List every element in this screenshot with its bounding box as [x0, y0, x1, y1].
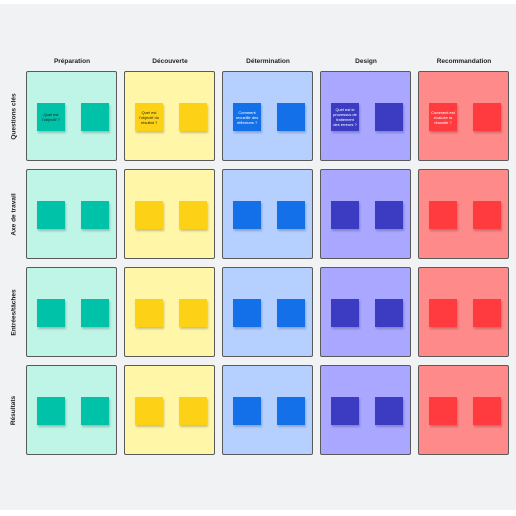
- frame-cell[interactable]: [124, 365, 215, 455]
- sticky-note[interactable]: [375, 201, 403, 229]
- frame-cell[interactable]: [320, 169, 411, 259]
- sticky-note[interactable]: [233, 299, 261, 327]
- frame-cell[interactable]: [26, 365, 117, 455]
- sticky-note[interactable]: [473, 201, 501, 229]
- sticky-note-question[interactable]: Quel est l'objectif du résultat ?: [135, 103, 163, 131]
- frame-cell[interactable]: [26, 169, 117, 259]
- sticky-note[interactable]: [277, 299, 305, 327]
- frame-cell[interactable]: [320, 267, 411, 357]
- sticky-note[interactable]: [429, 397, 457, 425]
- sticky-note[interactable]: [179, 299, 207, 327]
- sticky-note[interactable]: [81, 299, 109, 327]
- row-header-4: Résultats: [0, 365, 28, 455]
- column-header-2: Découverte: [152, 58, 188, 65]
- frame-cell[interactable]: [320, 365, 411, 455]
- sticky-note[interactable]: [135, 201, 163, 229]
- frame-cell[interactable]: [124, 169, 215, 259]
- row-header-1: Questions clés: [0, 71, 28, 161]
- sticky-note[interactable]: [277, 103, 305, 131]
- row-header-label: Résultats: [10, 395, 18, 425]
- sticky-note[interactable]: [37, 201, 65, 229]
- sticky-note[interactable]: [81, 201, 109, 229]
- sticky-note[interactable]: [233, 201, 261, 229]
- sticky-note[interactable]: [233, 397, 261, 425]
- frame-cell[interactable]: Comment recueillir des réflexions ?: [222, 71, 313, 161]
- sticky-note[interactable]: [473, 397, 501, 425]
- frame-cell[interactable]: Quel est l'objectif du résultat ?: [124, 71, 215, 161]
- sticky-note-question[interactable]: Comment recueillir des réflexions ?: [233, 103, 261, 131]
- row-header-2: Axe de travail: [0, 169, 28, 259]
- sticky-note[interactable]: [429, 299, 457, 327]
- frame-cell[interactable]: [222, 365, 313, 455]
- sticky-note[interactable]: [331, 299, 359, 327]
- sticky-note[interactable]: [37, 299, 65, 327]
- sticky-note[interactable]: [37, 397, 65, 425]
- row-header-3: Entrées/tâches: [0, 267, 28, 357]
- sticky-note[interactable]: [331, 397, 359, 425]
- sticky-note[interactable]: [331, 201, 359, 229]
- frame-cell[interactable]: Comment est évaluée la réussite ?: [418, 71, 509, 161]
- sticky-note[interactable]: [473, 299, 501, 327]
- column-header-5: Recommandation: [436, 58, 492, 65]
- sticky-note[interactable]: [375, 103, 403, 131]
- sticky-note[interactable]: [429, 201, 457, 229]
- sticky-note[interactable]: [179, 103, 207, 131]
- sticky-note[interactable]: [135, 397, 163, 425]
- sticky-note[interactable]: [277, 201, 305, 229]
- row-header-label: Axe de travail: [10, 192, 18, 236]
- sticky-note[interactable]: [81, 103, 109, 131]
- sticky-note[interactable]: [375, 299, 403, 327]
- sticky-note[interactable]: [179, 397, 207, 425]
- frame-cell[interactable]: [418, 365, 509, 455]
- frame-cell[interactable]: Quel est le processus de traitement des …: [320, 71, 411, 161]
- row-header-label: Questions clés: [10, 92, 18, 140]
- frame-cell[interactable]: [222, 267, 313, 357]
- frame-cell[interactable]: [26, 267, 117, 357]
- sticky-note-question[interactable]: Quel est l'objectif ?: [37, 103, 65, 131]
- sticky-note[interactable]: [179, 201, 207, 229]
- whiteboard-canvas: Préparation Découverte Détermination Design…: [0, 4, 516, 510]
- column-header-1: Préparation: [53, 58, 91, 65]
- sticky-note-question[interactable]: Quel est le processus de traitement des …: [331, 103, 359, 131]
- row-header-label: Entrées/tâches: [10, 288, 18, 336]
- sticky-note[interactable]: [135, 299, 163, 327]
- frame-cell[interactable]: [124, 267, 215, 357]
- sticky-note[interactable]: [277, 397, 305, 425]
- frame-cell[interactable]: [418, 169, 509, 259]
- column-header-4: Design: [355, 58, 377, 65]
- frame-cell[interactable]: [418, 267, 509, 357]
- sticky-note-question[interactable]: Comment est évaluée la réussite ?: [429, 103, 457, 131]
- sticky-note[interactable]: [473, 103, 501, 131]
- column-header-3: Détermination: [246, 58, 290, 65]
- frame-cell[interactable]: Quel est l'objectif ?: [26, 71, 117, 161]
- sticky-note[interactable]: [81, 397, 109, 425]
- sticky-note[interactable]: [375, 397, 403, 425]
- frame-cell[interactable]: [222, 169, 313, 259]
